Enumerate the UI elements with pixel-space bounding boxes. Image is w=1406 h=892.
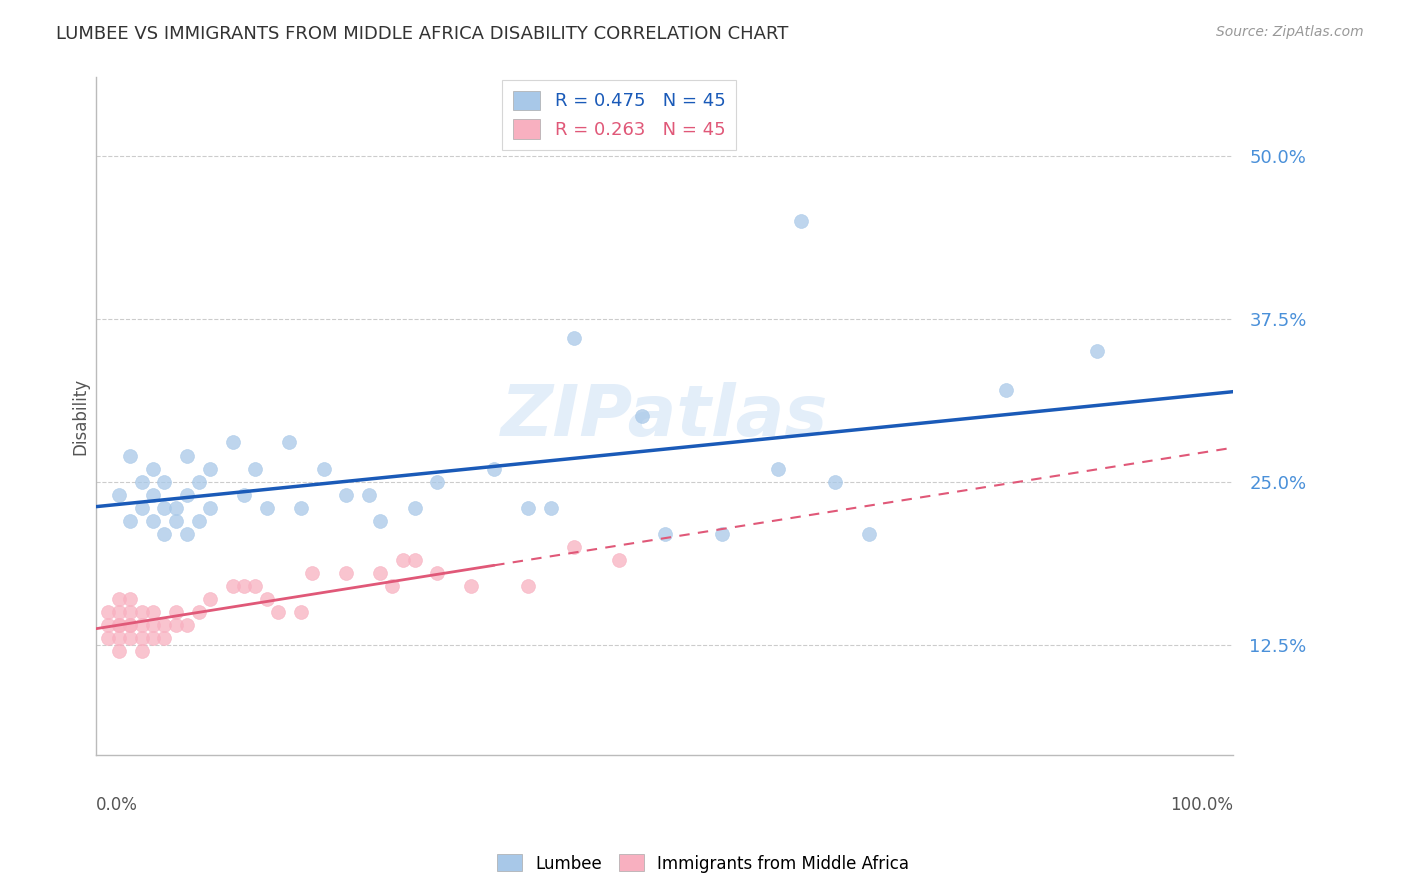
Point <box>142 605 165 619</box>
Point <box>165 618 187 632</box>
Point <box>221 435 243 450</box>
Point <box>120 591 142 606</box>
Point <box>108 488 131 502</box>
Point <box>131 618 153 632</box>
Point <box>824 475 846 489</box>
Point <box>290 605 312 619</box>
Text: Source: ZipAtlas.com: Source: ZipAtlas.com <box>1216 25 1364 39</box>
Point <box>120 618 142 632</box>
Point <box>108 631 131 645</box>
Point <box>153 500 176 515</box>
Point <box>517 500 540 515</box>
Point <box>96 631 118 645</box>
Point <box>176 618 198 632</box>
Point <box>482 461 505 475</box>
Point <box>108 644 131 658</box>
Point <box>790 214 813 228</box>
Point <box>176 526 198 541</box>
Point <box>142 488 165 502</box>
Point <box>301 566 323 580</box>
Point <box>187 514 209 528</box>
Point <box>460 579 482 593</box>
Point <box>108 605 131 619</box>
Point <box>131 500 153 515</box>
Point <box>654 526 676 541</box>
Point <box>198 461 221 475</box>
Point <box>335 566 357 580</box>
Point <box>165 514 187 528</box>
Point <box>359 488 381 502</box>
Point <box>96 618 118 632</box>
Legend: Lumbee, Immigrants from Middle Africa: Lumbee, Immigrants from Middle Africa <box>491 847 915 880</box>
Point <box>198 591 221 606</box>
Point <box>994 384 1017 398</box>
Point <box>142 618 165 632</box>
Point <box>256 591 278 606</box>
Text: LUMBEE VS IMMIGRANTS FROM MIDDLE AFRICA DISABILITY CORRELATION CHART: LUMBEE VS IMMIGRANTS FROM MIDDLE AFRICA … <box>56 25 789 43</box>
Point <box>198 500 221 515</box>
Point <box>404 500 426 515</box>
Point <box>108 618 131 632</box>
Point <box>312 461 335 475</box>
Point <box>142 631 165 645</box>
Point <box>187 475 209 489</box>
Text: 0.0%: 0.0% <box>96 796 138 814</box>
Legend: R = 0.475   N = 45, R = 0.263   N = 45: R = 0.475 N = 45, R = 0.263 N = 45 <box>502 79 737 150</box>
Point <box>562 540 585 554</box>
Point <box>404 553 426 567</box>
Point <box>153 526 176 541</box>
Point <box>165 500 187 515</box>
Point <box>233 488 256 502</box>
Point <box>176 488 198 502</box>
Point <box>710 526 733 541</box>
Point <box>426 566 449 580</box>
Point <box>392 553 415 567</box>
Point <box>426 475 449 489</box>
Point <box>631 409 654 424</box>
Point <box>517 579 540 593</box>
Point <box>131 475 153 489</box>
Point <box>120 618 142 632</box>
Point <box>562 331 585 345</box>
Point <box>540 500 562 515</box>
Point <box>131 631 153 645</box>
Point <box>245 461 267 475</box>
Point <box>142 461 165 475</box>
Point <box>153 475 176 489</box>
Point <box>370 566 392 580</box>
Point <box>335 488 357 502</box>
Point <box>187 605 209 619</box>
Point <box>120 449 142 463</box>
Text: ZIPatlas: ZIPatlas <box>501 382 828 450</box>
Point <box>768 461 790 475</box>
Point <box>233 579 256 593</box>
Point <box>120 514 142 528</box>
Point <box>607 553 630 567</box>
Y-axis label: Disability: Disability <box>72 378 89 455</box>
Point <box>221 579 243 593</box>
Point <box>245 579 267 593</box>
Point <box>165 605 187 619</box>
Point <box>278 435 301 450</box>
Point <box>120 631 142 645</box>
Point <box>1085 344 1108 359</box>
Text: 100.0%: 100.0% <box>1170 796 1233 814</box>
Point <box>142 514 165 528</box>
Point <box>290 500 312 515</box>
Point <box>256 500 278 515</box>
Point <box>120 605 142 619</box>
Point <box>131 605 153 619</box>
Point <box>176 449 198 463</box>
Point <box>153 631 176 645</box>
Point <box>96 605 118 619</box>
Point <box>153 618 176 632</box>
Point <box>370 514 392 528</box>
Point <box>108 591 131 606</box>
Point <box>108 618 131 632</box>
Point <box>267 605 290 619</box>
Point <box>858 526 880 541</box>
Point <box>381 579 404 593</box>
Point <box>131 644 153 658</box>
